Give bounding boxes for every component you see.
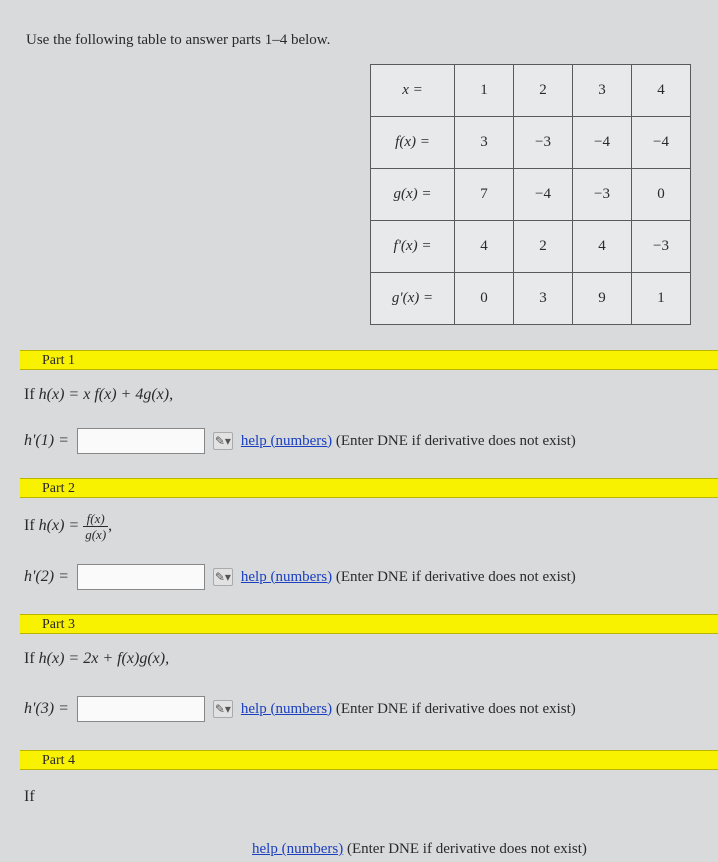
cell: −3 [573, 169, 632, 221]
cell: 1 [632, 273, 691, 325]
part3-help: help (numbers) (Enter DNE if derivative … [241, 701, 576, 718]
cell: 3 [514, 273, 573, 325]
part2-input[interactable] [77, 564, 205, 590]
part2-help: help (numbers) (Enter DNE if derivative … [241, 569, 576, 586]
part3-if: If h(x) = 2x + f(x)g(x), [24, 650, 169, 668]
table-row: g(x) = 7 −4 −3 0 [371, 169, 691, 221]
part1-header: Part 1 [20, 350, 718, 370]
part3-lhs: h'(3) = [24, 700, 69, 718]
row-label: g(x) = [371, 169, 455, 221]
table-row: f(x) = 3 −3 −4 −4 [371, 117, 691, 169]
cell: 9 [573, 273, 632, 325]
cell: 4 [632, 65, 691, 117]
cutoff-help: help (numbers) (Enter DNE if derivative … [252, 841, 587, 858]
cell: 4 [573, 221, 632, 273]
values-table: x = 1 2 3 4 f(x) = 3 −3 −4 −4 g(x) = 7 −… [370, 64, 691, 325]
part1-if: If h(x) = x f(x) + 4g(x), [24, 386, 173, 404]
row-label: f'(x) = [371, 221, 455, 273]
cell: 0 [632, 169, 691, 221]
cell: 3 [573, 65, 632, 117]
row-label: x = [371, 65, 455, 117]
part1-answer-row: h'(1) = ✎▾ help (numbers) (Enter DNE if … [24, 428, 576, 454]
cell: 0 [455, 273, 514, 325]
cell: 7 [455, 169, 514, 221]
cell: −3 [514, 117, 573, 169]
help-numbers-link[interactable]: help (numbers) [241, 569, 332, 585]
part4-if: If [24, 788, 35, 806]
cell: 1 [455, 65, 514, 117]
help-numbers-link[interactable]: help (numbers) [241, 701, 332, 717]
part2-lhs: h'(2) = [24, 568, 69, 586]
help-numbers-link[interactable]: help (numbers) [241, 433, 332, 449]
cell: 4 [455, 221, 514, 273]
equation-editor-icon[interactable]: ✎▾ [213, 700, 233, 718]
cell: −4 [514, 169, 573, 221]
part3-answer-row: h'(3) = ✎▾ help (numbers) (Enter DNE if … [24, 696, 576, 722]
cell: −4 [573, 117, 632, 169]
cell: 3 [455, 117, 514, 169]
table-row: f'(x) = 4 2 4 −3 [371, 221, 691, 273]
part2-if: If h(x) = f(x) g(x) , [24, 512, 112, 541]
part2-header: Part 2 [20, 478, 718, 498]
instruction-text: Use the following table to answer parts … [26, 32, 330, 49]
cell: 2 [514, 221, 573, 273]
part3-input[interactable] [77, 696, 205, 722]
row-label: g'(x) = [371, 273, 455, 325]
equation-editor-icon[interactable]: ✎▾ [213, 432, 233, 450]
equation-editor-icon[interactable]: ✎▾ [213, 568, 233, 586]
part2-answer-row: h'(2) = ✎▾ help (numbers) (Enter DNE if … [24, 564, 576, 590]
row-label: f(x) = [371, 117, 455, 169]
table-row: x = 1 2 3 4 [371, 65, 691, 117]
fraction: f(x) g(x) [83, 512, 108, 541]
part4-header: Part 4 [20, 750, 718, 770]
help-numbers-link[interactable]: help (numbers) [252, 841, 343, 857]
table-row: g'(x) = 0 3 9 1 [371, 273, 691, 325]
cell: −3 [632, 221, 691, 273]
part3-header: Part 3 [20, 614, 718, 634]
cell: 2 [514, 65, 573, 117]
part1-input[interactable] [77, 428, 205, 454]
part1-help: help (numbers) (Enter DNE if derivative … [241, 433, 576, 450]
part1-lhs: h'(1) = [24, 432, 69, 450]
cell: −4 [632, 117, 691, 169]
